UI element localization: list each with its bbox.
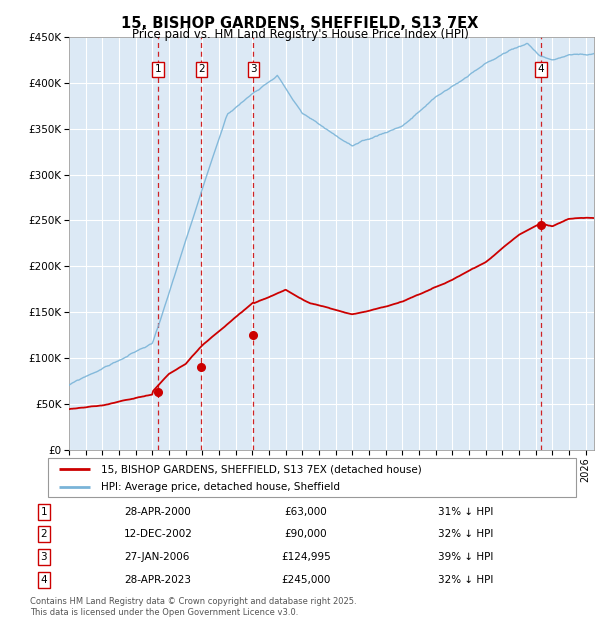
Text: 12-DEC-2002: 12-DEC-2002 <box>124 529 193 539</box>
Text: £90,000: £90,000 <box>284 529 328 539</box>
Text: 15, BISHOP GARDENS, SHEFFIELD, S13 7EX (detached house): 15, BISHOP GARDENS, SHEFFIELD, S13 7EX (… <box>101 464 422 474</box>
FancyBboxPatch shape <box>48 458 576 497</box>
Text: 4: 4 <box>40 575 47 585</box>
Text: £63,000: £63,000 <box>284 507 328 517</box>
Text: 1: 1 <box>40 507 47 517</box>
Text: Price paid vs. HM Land Registry's House Price Index (HPI): Price paid vs. HM Land Registry's House … <box>131 28 469 41</box>
Text: 2: 2 <box>198 64 205 74</box>
Text: 28-APR-2000: 28-APR-2000 <box>124 507 191 517</box>
Text: Contains HM Land Registry data © Crown copyright and database right 2025.
This d: Contains HM Land Registry data © Crown c… <box>30 598 356 617</box>
Text: 32% ↓ HPI: 32% ↓ HPI <box>439 575 494 585</box>
Text: 15, BISHOP GARDENS, SHEFFIELD, S13 7EX: 15, BISHOP GARDENS, SHEFFIELD, S13 7EX <box>121 16 479 30</box>
Text: 28-APR-2023: 28-APR-2023 <box>124 575 191 585</box>
Text: £245,000: £245,000 <box>281 575 331 585</box>
Text: 39% ↓ HPI: 39% ↓ HPI <box>439 552 494 562</box>
Text: 32% ↓ HPI: 32% ↓ HPI <box>439 529 494 539</box>
Text: 31% ↓ HPI: 31% ↓ HPI <box>439 507 494 517</box>
Text: 3: 3 <box>250 64 257 74</box>
Text: 1: 1 <box>154 64 161 74</box>
Text: 2: 2 <box>40 529 47 539</box>
Text: 3: 3 <box>40 552 47 562</box>
Text: HPI: Average price, detached house, Sheffield: HPI: Average price, detached house, Shef… <box>101 482 340 492</box>
Text: 27-JAN-2006: 27-JAN-2006 <box>124 552 189 562</box>
Text: 4: 4 <box>538 64 544 74</box>
Text: £124,995: £124,995 <box>281 552 331 562</box>
